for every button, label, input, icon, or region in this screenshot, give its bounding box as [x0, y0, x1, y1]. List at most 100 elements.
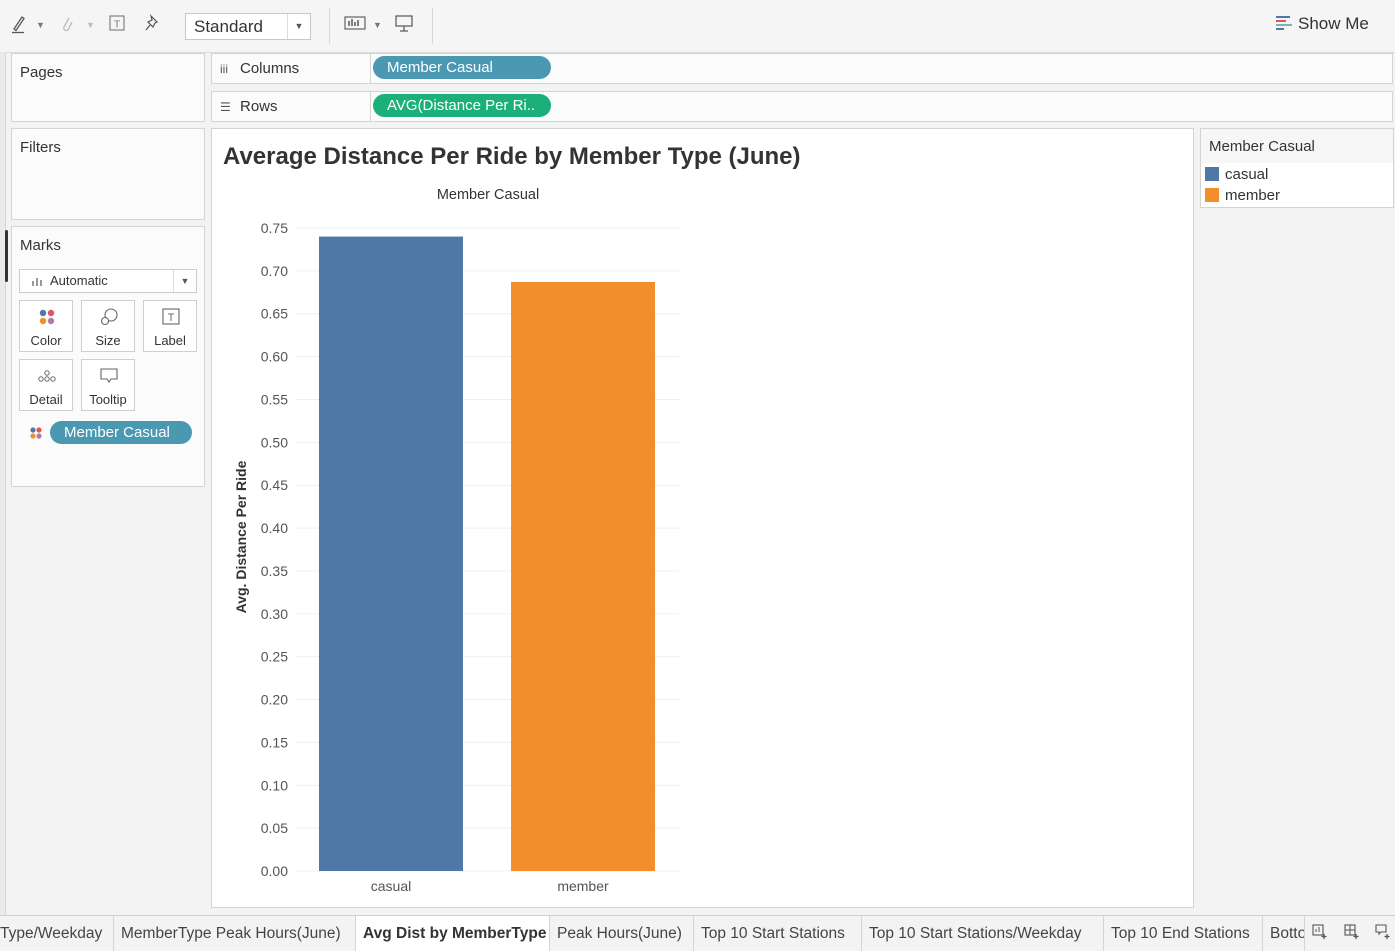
bar-chart: Member Casual 0.000.050.100.150.200.250.…: [233, 187, 679, 894]
tab-avg-dist-by-membertype[interactable]: Avg Dist by MemberType: [356, 916, 550, 951]
y-tick-label: 0.30: [261, 606, 288, 622]
color-button[interactable]: Color: [19, 300, 73, 352]
y-tick-label: 0.75: [261, 220, 288, 236]
bar-casual[interactable]: [319, 236, 463, 871]
columns-shelf-label: iii Columns: [220, 60, 299, 77]
new-dashboard-icon[interactable]: [1343, 924, 1361, 942]
toolbar-divider: [432, 8, 433, 44]
detail-label: Detail: [29, 392, 63, 407]
group-dropdown-icon[interactable]: ▼: [86, 20, 95, 30]
tab-top-10-start-stations[interactable]: Top 10 Start Stations: [694, 916, 862, 951]
legend-item-member[interactable]: member: [1205, 187, 1280, 204]
side-strip: [0, 52, 6, 915]
group-paperclip-icon[interactable]: [56, 14, 78, 36]
legend-title: Member Casual: [1209, 138, 1315, 155]
x-tick-label: member: [557, 878, 609, 894]
tooltip-button[interactable]: Tooltip: [81, 359, 135, 411]
pages-card[interactable]: Pages: [11, 53, 205, 122]
y-tick-label: 0.65: [261, 306, 288, 322]
detail-icon: [38, 370, 56, 382]
color-legend: Member Casual casual member: [1200, 128, 1394, 208]
show-me-label: Show Me: [1298, 14, 1369, 33]
new-story-icon[interactable]: [1374, 924, 1392, 942]
columns-icon: iii: [220, 62, 228, 76]
show-cards-icon[interactable]: [344, 14, 366, 36]
y-tick-label: 0.55: [261, 391, 288, 407]
chevron-down-icon: ▼: [287, 14, 310, 39]
y-tick-label: 0.25: [261, 649, 288, 665]
svg-text:T: T: [114, 20, 120, 31]
y-tick-label: 0.50: [261, 434, 288, 450]
bars: [319, 236, 655, 872]
y-tick-label: 0.05: [261, 820, 288, 836]
fix-axes-pin-icon[interactable]: [142, 14, 164, 36]
marks-card: Marks: [11, 226, 205, 487]
side-collapse-handle[interactable]: [5, 230, 8, 282]
show-me-button[interactable]: Show Me: [1276, 14, 1369, 38]
highlight-pen-icon[interactable]: [8, 14, 30, 36]
y-tick-label: 0.40: [261, 520, 288, 536]
filters-card[interactable]: Filters: [11, 128, 205, 220]
size-label: Size: [95, 333, 121, 348]
tab-membertype-peak-hours[interactable]: MemberType Peak Hours(June): [114, 916, 356, 951]
legend-swatch: [1205, 188, 1219, 202]
y-tick-label: 0.10: [261, 777, 288, 793]
y-axis-title: Avg. Distance Per Ride: [233, 460, 249, 613]
marks-title: Marks: [20, 237, 61, 254]
bar-member[interactable]: [511, 282, 655, 872]
show-labels-icon[interactable]: T: [106, 14, 128, 36]
toolbar-divider: [329, 8, 330, 44]
y-tick-label: 0.45: [261, 477, 288, 493]
color-field-icon: [30, 427, 42, 439]
show-me-icon: [1276, 16, 1292, 30]
pages-title: Pages: [20, 64, 63, 81]
size-icon: [100, 308, 118, 326]
column-header: Member Casual: [437, 187, 539, 203]
legend-header[interactable]: Member Casual: [1201, 129, 1393, 163]
y-tick-label: 0.60: [261, 349, 288, 365]
shelf-divider: [370, 54, 371, 83]
y-tick-label: 0.35: [261, 563, 288, 579]
y-axis-ticks: 0.00 0.05 0.10 0.15 0.20 0.25 0.30 0.35 0.40 0.45…: [261, 220, 288, 879]
color-label: Color: [30, 333, 62, 348]
sheet-tab-bar: Type/Weekday MemberType Peak Hours(June)…: [0, 915, 1395, 951]
color-field-pill[interactable]: Member Casual: [50, 421, 192, 444]
toolbar: ▼ ▼ T Standard ▼ ▼ Show Me: [0, 0, 1395, 53]
show-cards-dropdown-icon[interactable]: ▼: [373, 20, 382, 30]
y-tick-label: 0.15: [261, 734, 288, 750]
legend-label: casual: [1225, 166, 1269, 183]
presentation-mode-icon[interactable]: [393, 14, 415, 36]
tab-type-weekday[interactable]: Type/Weekday: [0, 916, 114, 951]
tab-top-10-start-stations-weekday[interactable]: Top 10 Start Stations/Weekday: [862, 916, 1104, 951]
legend-item-casual[interactable]: casual: [1205, 166, 1268, 183]
chevron-down-icon: ▼: [173, 270, 196, 292]
label-label: Label: [154, 333, 186, 348]
size-button[interactable]: Size: [81, 300, 135, 352]
legend-label: member: [1225, 187, 1281, 204]
tab-peak-hours-june[interactable]: Peak Hours(June): [550, 916, 694, 951]
y-tick-label: 0.20: [261, 692, 288, 708]
label-button[interactable]: T Label: [143, 300, 197, 352]
mark-type-select[interactable]: Automatic ▼: [19, 269, 197, 293]
y-tick-label: 0.00: [261, 863, 288, 879]
shelf-divider: [370, 92, 371, 121]
x-tick-label: casual: [371, 878, 411, 894]
new-worksheet-icon[interactable]: [1311, 924, 1329, 942]
tab-top-10-end-stations[interactable]: Top 10 End Stations: [1104, 916, 1263, 951]
tab-bottom-truncated[interactable]: Botto: [1263, 916, 1305, 951]
mark-type-value: Automatic: [50, 273, 108, 288]
color-icon: [39, 309, 55, 325]
detail-button[interactable]: Detail: [19, 359, 73, 411]
fit-view-select[interactable]: Standard ▼: [185, 13, 311, 40]
x-axis-ticks: casual member: [371, 878, 609, 894]
tooltip-label: Tooltip: [89, 392, 127, 407]
rows-pill[interactable]: AVG(Distance Per Ri..: [373, 94, 551, 117]
columns-pill[interactable]: Member Casual: [373, 56, 551, 79]
label-icon: T: [162, 308, 180, 325]
fit-view-value: Standard: [194, 17, 263, 36]
tooltip-icon: [100, 368, 118, 383]
legend-swatch: [1205, 167, 1219, 181]
rows-label: Rows: [240, 98, 278, 115]
highlight-dropdown-icon[interactable]: ▼: [36, 20, 45, 30]
rows-shelf-label: ☰ Rows: [220, 98, 278, 115]
